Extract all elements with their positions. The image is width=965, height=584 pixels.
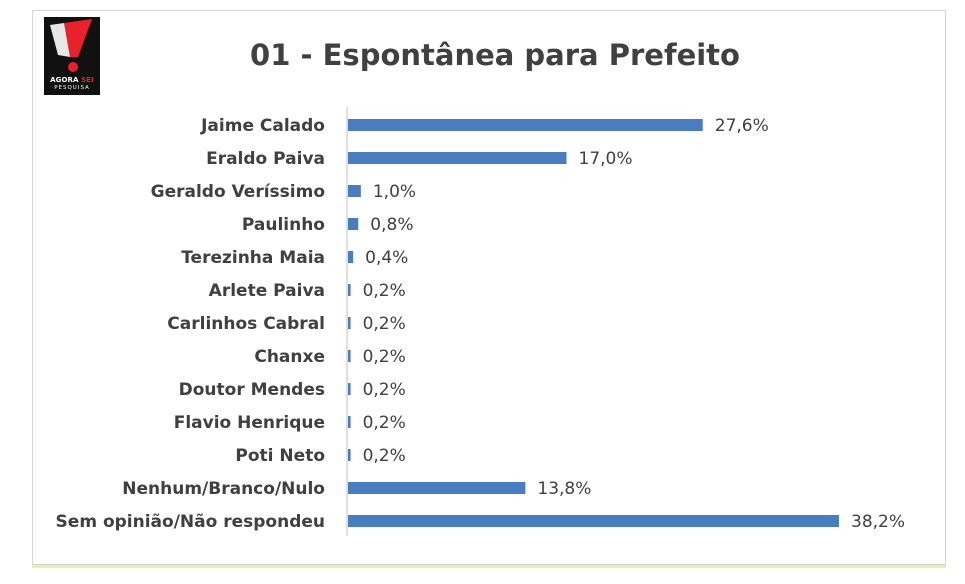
data-label: 0,8% bbox=[370, 215, 413, 235]
agora-sei-logo: AGORA SEI PESQUISA bbox=[44, 17, 100, 95]
bar bbox=[348, 251, 354, 263]
data-label: 0,2% bbox=[363, 347, 406, 367]
bar bbox=[348, 383, 351, 395]
bar bbox=[348, 218, 359, 230]
bar bbox=[348, 284, 351, 296]
category-label: Terezinha Maia bbox=[181, 248, 325, 268]
category-label: Paulinho bbox=[242, 215, 325, 235]
category-label: Jaime Calado bbox=[200, 116, 325, 136]
data-label: 0,2% bbox=[363, 413, 406, 433]
bottom-accent-line bbox=[32, 565, 946, 568]
bar bbox=[348, 185, 361, 197]
data-label: 13,8% bbox=[537, 479, 591, 499]
data-label: 0,2% bbox=[363, 446, 406, 466]
data-label: 27,6% bbox=[715, 116, 769, 136]
category-label: Geraldo Veríssimo bbox=[151, 182, 325, 202]
chart-title: 01 - Espontânea para Prefeito bbox=[250, 38, 740, 72]
bar bbox=[348, 482, 526, 494]
category-label: Nenhum/Branco/Nulo bbox=[122, 479, 325, 499]
bar bbox=[348, 317, 351, 329]
bar bbox=[348, 449, 351, 461]
category-label: Carlinhos Cabral bbox=[167, 314, 325, 334]
chart-frame bbox=[32, 10, 946, 565]
data-label: 0,2% bbox=[363, 281, 406, 301]
data-label: 0,4% bbox=[365, 248, 408, 268]
bar bbox=[348, 152, 567, 164]
category-label: Poti Neto bbox=[235, 446, 325, 466]
data-label: 38,2% bbox=[851, 512, 905, 532]
category-label: Doutor Mendes bbox=[179, 380, 325, 400]
category-label: Eraldo Paiva bbox=[206, 149, 325, 169]
bar bbox=[348, 119, 703, 131]
data-label: 17,0% bbox=[579, 149, 633, 169]
logo-subtitle: PESQUISA bbox=[54, 85, 90, 91]
data-label: 0,2% bbox=[363, 380, 406, 400]
data-label: 0,2% bbox=[363, 314, 406, 334]
bar bbox=[348, 416, 351, 428]
bar bbox=[348, 350, 351, 362]
data-label: 1,0% bbox=[373, 182, 416, 202]
category-label: Arlete Paiva bbox=[209, 281, 325, 301]
bar bbox=[348, 515, 839, 527]
logo-wordmark: AGORA SEI bbox=[50, 76, 94, 84]
category-label: Sem opinião/Não respondeu bbox=[56, 512, 325, 532]
category-label: Flavio Henrique bbox=[174, 413, 325, 433]
category-label: Chanxe bbox=[254, 347, 325, 367]
exclamation-icon bbox=[50, 19, 92, 72]
